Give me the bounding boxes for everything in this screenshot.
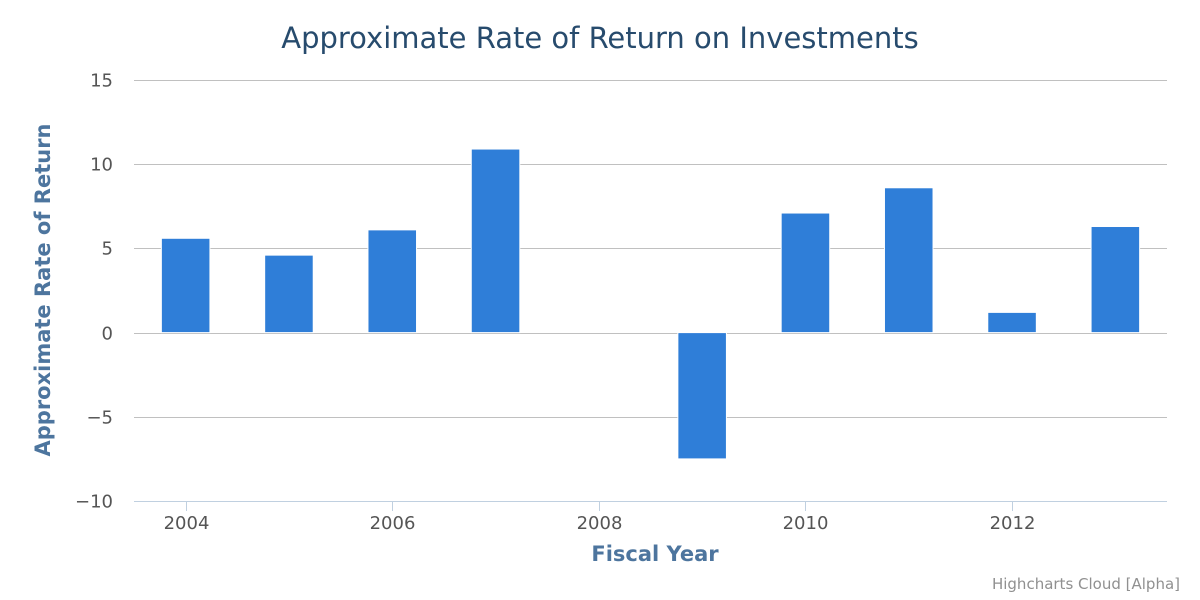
x-tick-label: 2006: [370, 513, 416, 534]
grid-lines: [134, 80, 1167, 418]
bar-2004: [160, 237, 211, 334]
bar-2009: [677, 332, 727, 460]
bar-2011: [883, 187, 934, 334]
x-tick-label: 2010: [783, 513, 829, 534]
axes: −10 −5 0 5 10 15 2004 2006 2008 2010 2012: [75, 71, 1167, 534]
y-tick-label: 5: [102, 239, 113, 260]
x-tick-label: 2008: [577, 513, 623, 534]
x-tick-label: 2004: [164, 513, 210, 534]
x-tick-label: 2012: [990, 513, 1036, 534]
chart-title: Approximate Rate of Return on Investment…: [281, 21, 919, 55]
bar-2006: [367, 229, 418, 334]
y-tick-label: 0: [102, 324, 113, 345]
bar-2012: [987, 311, 1037, 334]
bars: [160, 148, 1141, 460]
bar-2005: [264, 254, 314, 334]
y-tick-label: −10: [75, 492, 113, 513]
bar-2010: [780, 212, 831, 334]
y-axis-title: Approximate Rate of Return: [31, 123, 55, 456]
bar-2013: [1090, 226, 1141, 334]
y-tick-label: −5: [86, 408, 113, 429]
y-tick-label: 15: [90, 71, 113, 92]
y-tick-label: 10: [90, 155, 113, 176]
x-axis-title: Fiscal Year: [591, 542, 719, 566]
bar-2007: [470, 148, 521, 334]
credits-link[interactable]: Highcharts Cloud [Alpha]: [992, 575, 1180, 593]
